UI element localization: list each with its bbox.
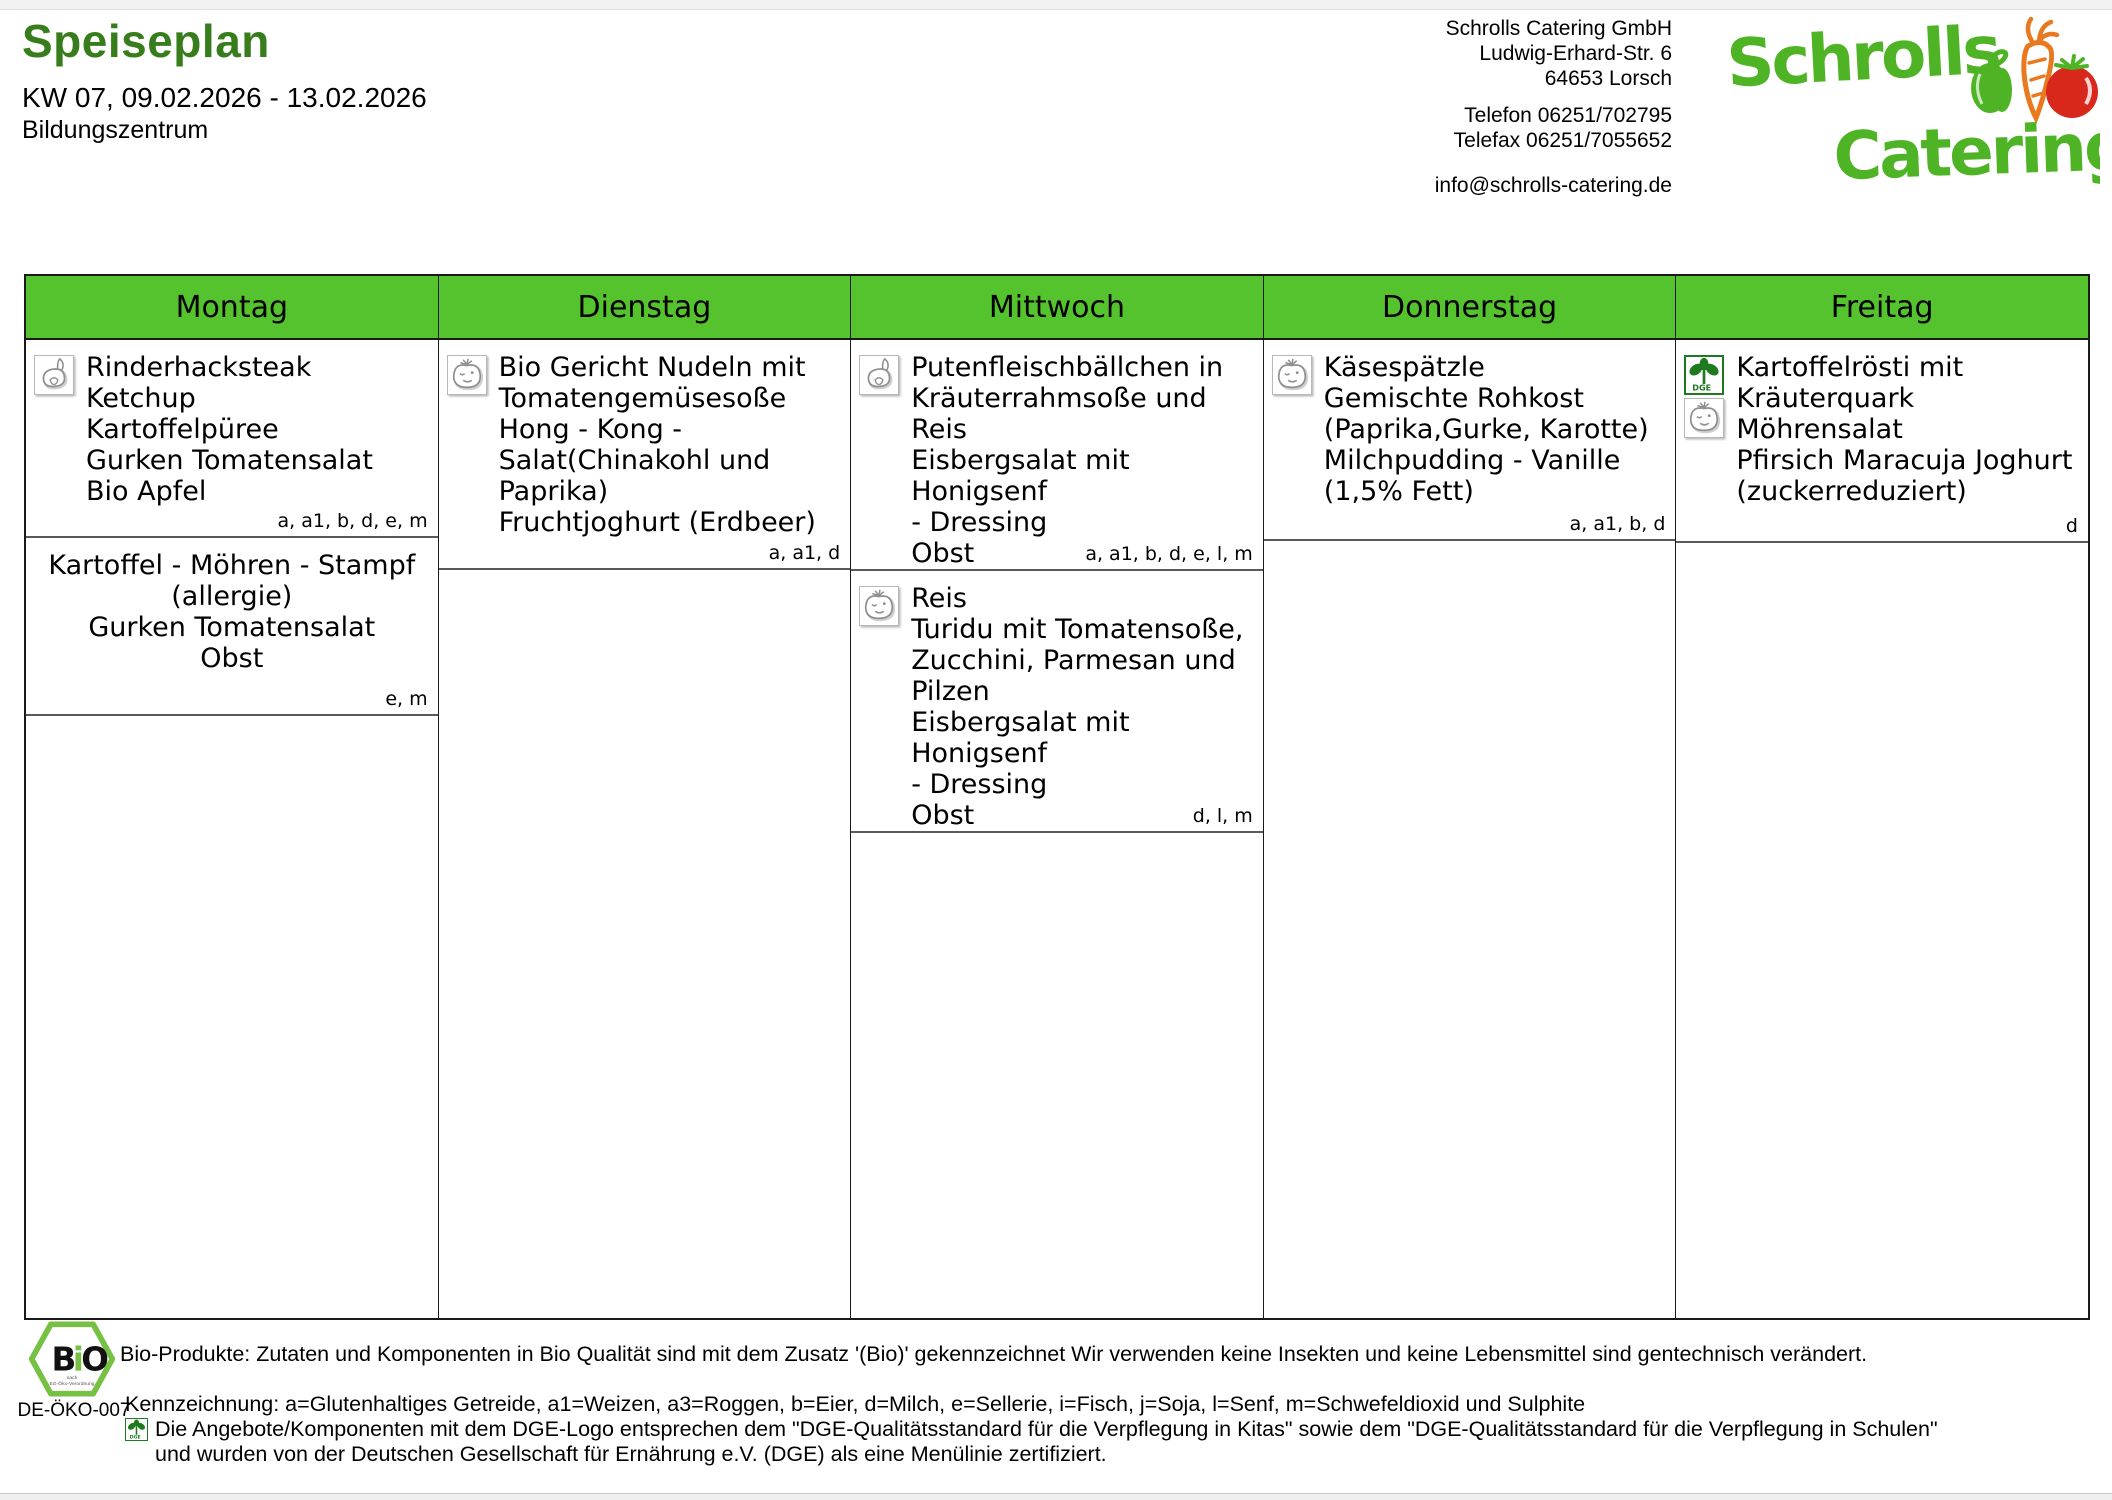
meal-text: Reis Turidu mit Tomatensoße, Zucchini, P…: [911, 583, 1244, 831]
meal-icons: [446, 355, 487, 395]
meal-text: Käsespätzle Gemischte Rohkost (Paprika,G…: [1323, 352, 1649, 507]
company-street: Ludwig-Erhard-Str. 6: [1479, 42, 1672, 65]
meal-icons: [859, 355, 900, 395]
day-header: Montag: [26, 276, 438, 340]
meal-cell: Käsespätzle Gemischte Rohkost (Paprika,G…: [1263, 340, 1676, 541]
day-body: Rinderhacksteak Ketchup Kartoffelpüree G…: [26, 340, 438, 1318]
dge-icon: DGE: [1684, 355, 1725, 395]
meal-text: Kartoffelrösti mit Kräuterquark Möhrensa…: [1736, 352, 2073, 507]
company-name: Schrolls Catering GmbH: [1445, 17, 1672, 40]
meat-icon: [859, 355, 900, 395]
week-range: KW 07, 09.02.2026 - 13.02.2026: [22, 82, 427, 113]
meal-text: Putenfleischbällchen in Kräuterrahmsoße …: [911, 352, 1224, 569]
dge-icon: DGE: [125, 1418, 148, 1441]
company-address-block: Schrolls Catering GmbH Ludwig-Erhard-Str…: [1435, 16, 1672, 198]
day-column-freitag: Freitag DGE Kartoffelrösti mit Kräuterqu…: [1676, 276, 2088, 1318]
top-strip: [0, 0, 2112, 10]
logo-word-catering: Catering: [1832, 108, 2100, 190]
day-body: Putenfleischbällchen in Kräuterrahmsoße …: [851, 340, 1263, 1318]
meal-allergens: a, a1, d: [768, 542, 841, 564]
meat-icon: [34, 355, 74, 395]
svg-text:DGE: DGE: [1693, 382, 1712, 392]
svg-text:DGE: DGE: [130, 1434, 141, 1440]
svg-text:nach: nach: [67, 1375, 78, 1381]
meal-icons: [34, 355, 74, 395]
meal-allergens: a, a1, b, d, e, m: [277, 510, 428, 532]
day-name: Donnerstag: [1382, 289, 1558, 325]
svg-text:O: O: [81, 1340, 109, 1378]
meal-text: Bio Gericht Nudeln mit Tomatengemüsesoße…: [498, 352, 816, 538]
day-body: DGE Kartoffelrösti mit Kräuterquark Möhr…: [1676, 340, 2088, 1318]
menu-table: Montag Rinderhacksteak Ketchup Kartoffel…: [24, 274, 2090, 1320]
meal-cell: DGE Kartoffelrösti mit Kräuterquark Möhr…: [1676, 340, 2088, 543]
dge-mini-icon-slot: DGE: [125, 1418, 148, 1441]
bottom-strip: [0, 1493, 2112, 1500]
company-email: info@schrolls-catering.de: [1434, 174, 1672, 197]
day-header: Donnerstag: [1263, 276, 1676, 340]
meal-allergens: a, a1, b, d: [1569, 513, 1666, 535]
company-phone: Telefon 06251/702795: [1464, 104, 1672, 127]
day-column-mittwoch: Mittwoch Putenfleischbällchen in Kräuter…: [851, 276, 1264, 1318]
bio-code: DE-ÖKO-007: [17, 1400, 131, 1421]
company-city: 64653 Lorsch: [1544, 67, 1672, 90]
footer-bio-note: Bio-Produkte: Zutaten und Komponenten in…: [120, 1342, 1868, 1366]
footer-allergen-legend: Kennzeichnung: a=Glutenhaltiges Getreide…: [125, 1392, 1586, 1416]
meal-cell: Kartoffel - Möhren - Stampf (allergie) G…: [26, 538, 438, 716]
tomato-icon: [1271, 355, 1312, 395]
day-body: Käsespätzle Gemischte Rohkost (Paprika,G…: [1263, 340, 1676, 1318]
day-header: Dienstag: [438, 276, 851, 340]
day-column-donnerstag: Donnerstag Käsespätzle Gemischte Rohkost…: [1263, 276, 1677, 1318]
meal-icons: [859, 586, 900, 626]
meal-allergens: a, a1, b, d, e, l, m: [1085, 543, 1253, 565]
carrot-glyph: [2021, 16, 2060, 125]
tomato-glyph: [2046, 54, 2098, 118]
footer-dge-note: DGE Die Angebote/Komponenten mit dem DGE…: [125, 1417, 1938, 1442]
page-title: Speiseplan: [22, 15, 270, 67]
logo-word-schrolls: Schrolls: [1728, 11, 2001, 102]
meal-cell: Rinderhacksteak Ketchup Kartoffelpüree G…: [26, 340, 438, 538]
meal-text: Rinderhacksteak Ketchup Kartoffelpüree G…: [86, 352, 373, 507]
day-name: Montag: [175, 289, 289, 325]
svg-text:i: i: [73, 1340, 84, 1378]
bio-seal: B i O nach EG-Öko-Verordnung: [28, 1321, 116, 1397]
meal-allergens: d: [2065, 515, 2078, 537]
meal-allergens: d, l, m: [1192, 805, 1253, 827]
footer-dge-text: Die Angebote/Komponenten mit dem DGE-Log…: [155, 1417, 1938, 1441]
meal-text: Kartoffel - Möhren - Stampf (allergie) G…: [48, 550, 416, 674]
schrolls-catering-logo: Schrolls Catering: [1728, 11, 2100, 190]
footer-dge-note-2: und wurden von der Deutschen Gesellschaf…: [155, 1442, 1107, 1466]
meal-cell: Putenfleischbällchen in Kräuterrahmsoße …: [851, 340, 1263, 571]
tomato-icon: [1684, 398, 1725, 438]
meal-icons: [1271, 355, 1312, 395]
tomato-icon: [446, 355, 487, 395]
meal-cell: Reis Turidu mit Tomatensoße, Zucchini, P…: [851, 571, 1263, 833]
day-body: Bio Gericht Nudeln mit Tomatengemüsesoße…: [438, 340, 851, 1318]
svg-text:B: B: [51, 1340, 76, 1378]
day-header: Mittwoch: [851, 276, 1263, 340]
day-name: Dienstag: [577, 289, 712, 325]
meal-icons: DGE: [1684, 355, 1725, 438]
pepper-glyph: [1971, 49, 2012, 113]
meal-cell: Bio Gericht Nudeln mit Tomatengemüsesoße…: [438, 340, 851, 570]
day-header: Freitag: [1676, 276, 2088, 340]
svg-text:EG-Öko-Verordnung: EG-Öko-Verordnung: [49, 1380, 94, 1387]
tomato-icon: [859, 586, 900, 626]
day-column-montag: Montag Rinderhacksteak Ketchup Kartoffel…: [26, 276, 439, 1318]
day-name: Mittwoch: [988, 289, 1126, 325]
meal-allergens: e, m: [385, 688, 428, 710]
day-column-dienstag: Dienstag Bio Gericht Nudeln mit Tomateng…: [438, 276, 852, 1318]
location-label: Bildungszentrum: [22, 116, 209, 144]
company-fax: Telefax 06251/7055652: [1453, 129, 1672, 152]
day-name: Freitag: [1830, 289, 1934, 325]
